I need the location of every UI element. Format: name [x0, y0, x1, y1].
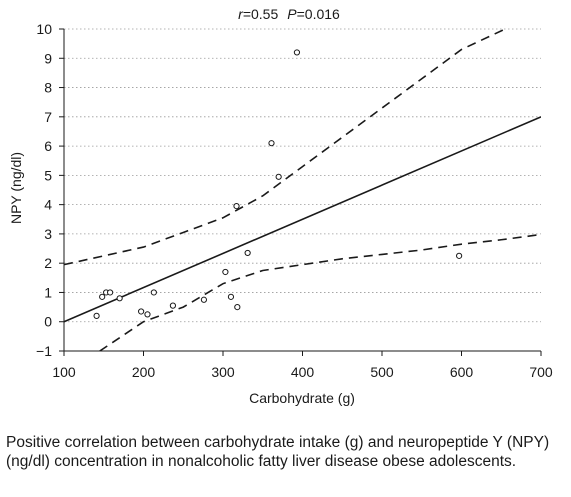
data-point [107, 289, 114, 296]
x-tick-label: 500 [370, 364, 394, 380]
y-tick-label: 9 [44, 50, 52, 66]
x-tick-label: 400 [291, 364, 315, 380]
y-tick-label: −1 [36, 343, 52, 359]
data-point [138, 308, 145, 315]
scatter-chart: r=0.55 P=0.016 −1 0 1 2 3 4 5 6 7 8 9 10 100 200 300 400… [8, 6, 553, 406]
data-point [150, 289, 157, 296]
x-axis-label: Carbohydrate (g) [249, 390, 355, 406]
data-point [227, 293, 235, 300]
data-point [456, 252, 463, 259]
data-point [93, 312, 100, 319]
x-tick-label: 300 [211, 364, 235, 380]
x-tick-label: 600 [450, 364, 474, 380]
r-value: =0.55 [243, 6, 279, 22]
stat-annotation: r=0.55 P=0.016 [238, 6, 340, 22]
data-point [99, 293, 106, 300]
y-tick-label: 7 [44, 109, 52, 125]
figure-caption: Positive correlation between carbohydrat… [6, 434, 550, 470]
p-value: =0.016 [297, 6, 340, 22]
data-point [268, 140, 275, 147]
x-tick-label: 100 [52, 364, 76, 380]
data-point [200, 296, 208, 303]
data-point [234, 303, 241, 311]
data-point [275, 173, 282, 180]
y-tick-label: 4 [44, 197, 52, 213]
y-axis-label: NPY (ng/dl) [8, 152, 24, 224]
y-tick-label: 3 [44, 226, 52, 242]
ci-upper-line [64, 29, 506, 266]
y-tick-label: 5 [44, 167, 52, 183]
data-point [233, 203, 240, 210]
y-tick-label: 8 [44, 80, 52, 96]
p-symbol: P [287, 6, 297, 22]
data-point [169, 302, 177, 309]
y-tick-label: 6 [44, 138, 52, 154]
ci-lower-line [99, 233, 541, 351]
data-point [116, 295, 123, 302]
y-tick-label: 2 [44, 255, 52, 271]
regression-line [64, 116, 541, 323]
y-tick-label: 10 [36, 21, 52, 37]
y-tick-label: 1 [44, 284, 52, 300]
data-point [244, 249, 251, 257]
x-tick-label: 700 [529, 364, 553, 380]
data-point [144, 311, 151, 318]
data-point [293, 49, 301, 56]
y-tick-label: 0 [44, 314, 52, 330]
x-tick-label: 200 [132, 364, 156, 380]
r-symbol: r [238, 6, 244, 22]
data-point [222, 268, 229, 276]
